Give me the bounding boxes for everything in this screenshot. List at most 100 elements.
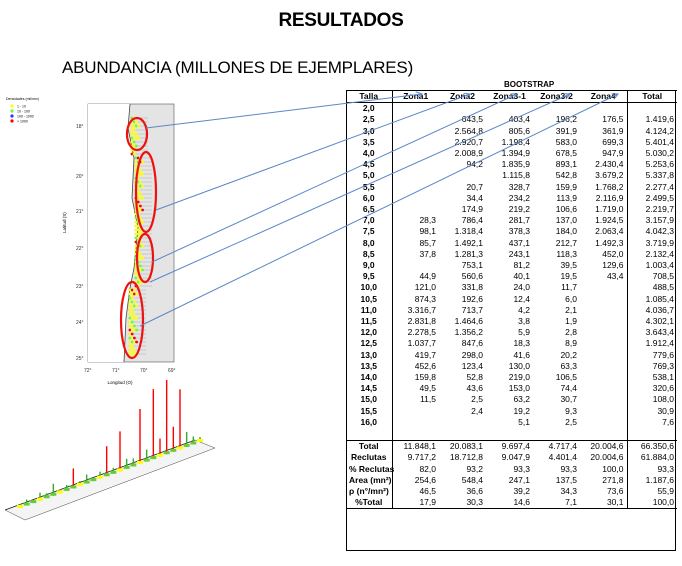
- table-row: 5,5 20,7 328,7 159,9 1.768,2 2.277,4: [346, 181, 677, 193]
- table-cell: 1.085,4: [626, 293, 677, 305]
- density-dot: [135, 328, 139, 332]
- table-cell: 74,4: [560, 383, 577, 394]
- row-label: 12,0: [346, 327, 393, 339]
- table-cell: 5.030,2: [626, 148, 677, 160]
- density-dot: [130, 332, 134, 336]
- table-row: 12,0 2.278,5 1.356,2 5,9 2,8 3.643,4: [346, 327, 677, 339]
- table-cell: 40,1: [513, 271, 530, 282]
- chart3d-base: [4, 439, 216, 521]
- density-dot: [130, 124, 134, 128]
- density-dot: [136, 280, 140, 284]
- density-dot: [130, 292, 134, 296]
- row-label: 8,0: [346, 237, 393, 249]
- column-header: Zona1: [392, 89, 439, 104]
- row-label: 4,0: [346, 148, 393, 160]
- lat-tick-label: 23°: [76, 284, 84, 290]
- density-base: [23, 502, 30, 506]
- density-dot: [133, 328, 136, 332]
- table-cell: 2.278,5: [407, 327, 436, 338]
- table-cell: [392, 182, 439, 193]
- table-cell: 1.003,4: [626, 260, 677, 272]
- row-label: 11,5: [346, 316, 393, 328]
- table-cell: 542,8: [555, 170, 577, 181]
- table-cell: 2,4: [471, 405, 483, 416]
- table-cell: [392, 103, 439, 115]
- table-cell: [580, 282, 627, 293]
- density-dot: [130, 320, 134, 324]
- legend-label: 10 - 100: [17, 110, 30, 114]
- density-dot: [136, 276, 140, 280]
- density-dot: [137, 124, 141, 128]
- row-label: Total: [346, 440, 393, 453]
- density-dot: [130, 348, 134, 352]
- table-cell: 331,8: [461, 282, 483, 293]
- table-cell: 24,0: [513, 282, 530, 293]
- table-cell: 39,2: [513, 485, 530, 496]
- density-base: [130, 463, 137, 467]
- table-cell: 1.912,4: [626, 338, 677, 350]
- density-dot: [132, 124, 136, 128]
- table-cell: 4.124,2: [626, 125, 677, 137]
- table-cell: 3.643,4: [626, 327, 677, 339]
- table-cell: 5,1: [518, 416, 530, 427]
- lat-tick-label: 25°: [76, 356, 84, 362]
- table-row: 2,5 643,5 403,4 196,2 176,5 1.419,6: [346, 114, 677, 126]
- table-cell: 2,8: [565, 327, 577, 338]
- density-dot: [141, 220, 145, 224]
- table-cell: 192,6: [461, 293, 483, 304]
- table-cell: 100,0: [602, 463, 624, 474]
- table-row: 8,5 37,8 1.281,3 243,1 118,3 452,0 2.132,4: [346, 248, 677, 261]
- column-header: Zona4: [580, 89, 627, 104]
- row-label: 10,0: [346, 282, 393, 294]
- row-label: 9,5: [346, 271, 393, 283]
- density-dot: [133, 348, 136, 352]
- row-label: 6,5: [346, 204, 393, 216]
- density-dot: [128, 312, 132, 316]
- density-dot: [128, 344, 132, 348]
- table-cell: 779,6: [626, 349, 677, 361]
- table-cell: [486, 428, 533, 441]
- density-dot: [130, 336, 134, 340]
- table-cell: 9.047,9: [501, 452, 530, 463]
- density-base: [117, 468, 123, 472]
- table-cell: 9.697,4: [486, 440, 533, 453]
- density-dot: [141, 256, 145, 260]
- density-base: [177, 446, 183, 450]
- table-row: [346, 428, 677, 441]
- density-dot: [134, 228, 138, 232]
- density-base: [197, 439, 203, 442]
- density-dot: [135, 304, 139, 308]
- table-cell: 93,2: [466, 463, 483, 474]
- table-cell: [392, 126, 439, 137]
- density-dot: [134, 220, 138, 224]
- lon-tick-label: 71°: [112, 368, 120, 374]
- table-cell: 5,9: [518, 327, 530, 338]
- table-row: 11,0 3.316,7 713,7 4,2 2,1 4.036,7: [346, 304, 677, 317]
- density-dot: [135, 144, 138, 148]
- table-cell: [580, 338, 627, 349]
- density-dot: [130, 340, 134, 344]
- column-header: Zona2: [439, 89, 486, 104]
- table-cell: [580, 394, 627, 405]
- table-cell: 5.337,8: [626, 170, 677, 182]
- table-cell: 699,3: [602, 136, 624, 147]
- density-dot: [136, 188, 140, 192]
- table-cell: [392, 204, 439, 215]
- density-base: [57, 490, 63, 494]
- table-cell: 234,2: [508, 192, 530, 203]
- density-dot: [133, 340, 136, 344]
- table-cell: 2,5: [471, 394, 483, 405]
- table-cell: 82,0: [419, 463, 436, 474]
- density-dot: [141, 160, 145, 164]
- row-label: 12,5: [346, 338, 393, 350]
- table-cell: 361,9: [602, 125, 624, 136]
- density-dot: [133, 304, 136, 308]
- density-dot: [132, 128, 136, 132]
- density-dot: [132, 132, 136, 136]
- density-dot: [134, 164, 138, 168]
- table-cell: 41,6: [513, 349, 530, 360]
- legend-swatch: [10, 119, 14, 123]
- density-dot: [136, 228, 140, 232]
- row-label: 14,0: [346, 372, 393, 384]
- table-cell: 37,8: [419, 248, 436, 259]
